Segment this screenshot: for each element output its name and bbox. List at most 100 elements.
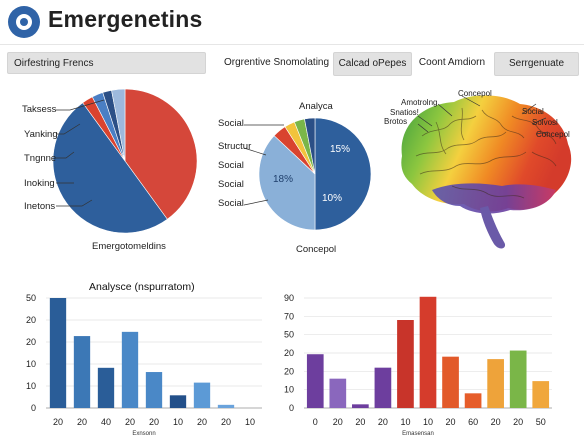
pie-left-label: Yanking	[24, 129, 58, 140]
y-tick-label: 20	[26, 315, 36, 325]
pie-left-caption: Emergotomeldins	[92, 241, 166, 252]
pie-left-label: Inetons	[24, 201, 56, 212]
bar	[532, 381, 550, 408]
bar	[73, 336, 91, 408]
y-tick-label: 20	[284, 366, 294, 376]
app-header: Emergenetins	[0, 0, 584, 44]
brain-label: Concepol	[536, 130, 570, 139]
x-tick-label: 20	[491, 417, 501, 427]
bar	[97, 367, 115, 408]
x-tick-label: 40	[101, 417, 111, 427]
pie-chart-middle	[258, 117, 372, 231]
y-tick-label: 50	[26, 293, 36, 303]
pie-slice	[111, 88, 126, 162]
header-divider	[0, 44, 584, 45]
bar	[464, 393, 482, 408]
y-tick-label: 0	[289, 403, 294, 413]
x-tick-label: 20	[446, 417, 456, 427]
bar	[169, 395, 187, 408]
bar	[397, 320, 414, 408]
x-axis-label: Emasensan	[402, 431, 434, 437]
x-tick-label: 20	[197, 417, 207, 427]
bar	[145, 372, 163, 408]
x-tick-label: 20	[77, 417, 87, 427]
x-tick-label: 10	[400, 417, 410, 427]
bar	[329, 378, 347, 408]
y-tick-label: 90	[284, 293, 294, 303]
bar	[442, 356, 459, 408]
pie-mid-leaders	[243, 124, 284, 206]
tab-amdiorn[interactable]: Coont Amdiorn	[418, 57, 486, 68]
brain-illustration	[401, 95, 572, 249]
x-tick-label: 20	[149, 417, 159, 427]
x-tick-label: 10	[245, 417, 255, 427]
brain-label: Concepol	[458, 89, 492, 98]
pie-mid-title: Analyca	[299, 101, 333, 112]
pie-left-leaders	[56, 99, 105, 207]
pie-mid-slice-text: 15%	[330, 144, 351, 155]
x-tick-label: 20	[125, 417, 135, 427]
bar	[121, 331, 139, 408]
app-logo-icon	[8, 6, 40, 38]
x-tick-label: 20	[378, 417, 388, 427]
x-tick-label: 20	[355, 417, 365, 427]
y-tick-label: 70	[284, 311, 294, 321]
pie-left-label: Tngnne	[24, 153, 57, 164]
tab-serrgenuate[interactable]: Serrgenuate	[494, 52, 579, 76]
pie-slice	[124, 88, 198, 220]
bar-chart-left-title: Analysce (nspurratom)	[89, 281, 195, 293]
bar	[419, 296, 437, 408]
y-tick-label: 10	[26, 381, 36, 391]
x-tick-label: 0	[313, 417, 318, 427]
brain-label: Snatios!	[390, 108, 419, 117]
pie-mid-label: Social	[218, 198, 244, 209]
brain-label: Brotos	[384, 117, 408, 126]
x-axis-label: Exnsonn	[132, 431, 155, 437]
bar	[49, 298, 67, 408]
pie-mid-slice-text: 18%	[273, 174, 294, 185]
bar	[217, 404, 235, 408]
x-tick-label: 60	[468, 417, 478, 427]
bar	[352, 404, 369, 408]
page-title: Emergenetins	[48, 6, 203, 32]
pie-mid-caption: Concepol	[296, 244, 337, 255]
bar-chart-right: 90 70 50 20 20 10 0 0 20 20 20 10 10 20 60 20 20 50 Emasen…	[284, 293, 552, 437]
bar-chart-left: 50 20 20 10 10 0 20 20 40 20 20 10 20 20 10 Exnsonn	[26, 293, 262, 437]
bar	[193, 382, 211, 408]
x-tick-label: 20	[333, 417, 343, 427]
pie-slice	[314, 117, 372, 231]
tab-calcad[interactable]: Calcad oPepes	[333, 52, 412, 76]
pie-left-label: Inoking	[24, 178, 55, 189]
pie-mid-label: Social	[218, 118, 244, 129]
bar	[374, 367, 392, 408]
x-tick-label: 20	[53, 417, 63, 427]
y-tick-label: 10	[26, 359, 36, 369]
y-tick-label: 50	[284, 330, 294, 340]
pie-slice	[52, 102, 168, 234]
bar	[306, 354, 324, 408]
x-tick-label: 20	[513, 417, 523, 427]
pie-slice	[258, 135, 316, 231]
pie-mid-label: Social	[218, 179, 244, 190]
pie-chart-left	[52, 88, 198, 234]
y-tick-label: 20	[26, 337, 36, 347]
x-tick-label: 20	[221, 417, 231, 427]
pie-mid-label: Social	[218, 160, 244, 171]
y-tick-label: 20	[284, 348, 294, 358]
tab-snomolating[interactable]: Orgrentive Snomolating	[224, 57, 330, 68]
pie-slice	[304, 117, 316, 175]
pie-mid-label: Structur	[218, 141, 252, 152]
tab-frencs[interactable]: Oirfestring Frencs	[7, 52, 206, 74]
brain-label: Amotrolng	[401, 98, 438, 107]
bar	[509, 350, 527, 408]
x-tick-label: 10	[423, 417, 433, 427]
brain-label: Solvosl	[532, 118, 558, 127]
x-tick-label: 50	[536, 417, 546, 427]
x-tick-label: 10	[173, 417, 183, 427]
y-tick-label: 10	[284, 385, 294, 395]
y-tick-label: 0	[31, 403, 36, 413]
pie-mid-slice-text: 10%	[322, 193, 343, 204]
bar	[487, 359, 504, 408]
pie-left-label: Taksess	[22, 104, 57, 115]
brain-label: Social	[522, 107, 544, 116]
